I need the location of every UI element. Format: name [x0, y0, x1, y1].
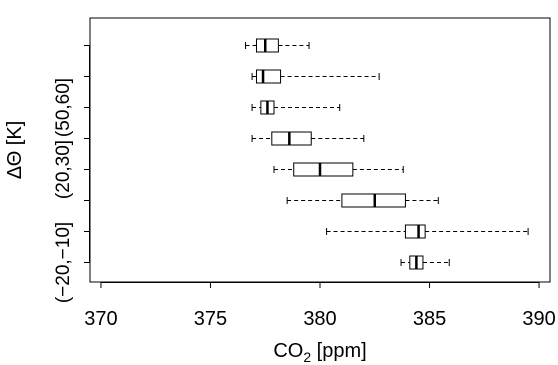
x-axis-label-main: CO — [273, 340, 303, 362]
x-axis: 370 375 380 385 390 — [84, 282, 556, 330]
box-7 — [251, 69, 380, 84]
y-axis-label: ΔΘ [K] — [4, 121, 26, 180]
box-4 — [273, 162, 404, 177]
iqr-box — [255, 69, 282, 84]
box-5 — [251, 131, 365, 146]
boxes-group — [245, 38, 529, 270]
iqr-box — [293, 162, 354, 177]
x-axis-label-subscript: 2 — [303, 349, 311, 365]
box-3 — [286, 193, 439, 208]
y-axis: (−20,−10] (20,30] (50,60] — [53, 45, 90, 303]
y-tick-label: (−20,−10] — [53, 222, 74, 303]
x-tick-label: 390 — [522, 308, 555, 330]
y-tick-label: (20,30] — [53, 140, 74, 199]
x-tick-label: 370 — [84, 308, 117, 330]
plot-border — [89, 17, 551, 283]
x-axis-label-unit: [ppm] — [311, 340, 367, 362]
box-2 — [326, 224, 529, 239]
iqr-box — [271, 131, 312, 146]
x-tick-label: 385 — [413, 308, 446, 330]
x-axis-label: CO2 [ppm] — [273, 340, 366, 365]
y-tick-label: (50,60] — [53, 78, 74, 137]
x-tick-label: 375 — [194, 308, 227, 330]
box-1 — [400, 255, 450, 270]
box-6 — [251, 100, 341, 115]
iqr-box — [404, 224, 426, 239]
box-8 — [245, 38, 310, 53]
iqr-box — [255, 38, 279, 53]
x-tick-label: 380 — [303, 308, 336, 330]
